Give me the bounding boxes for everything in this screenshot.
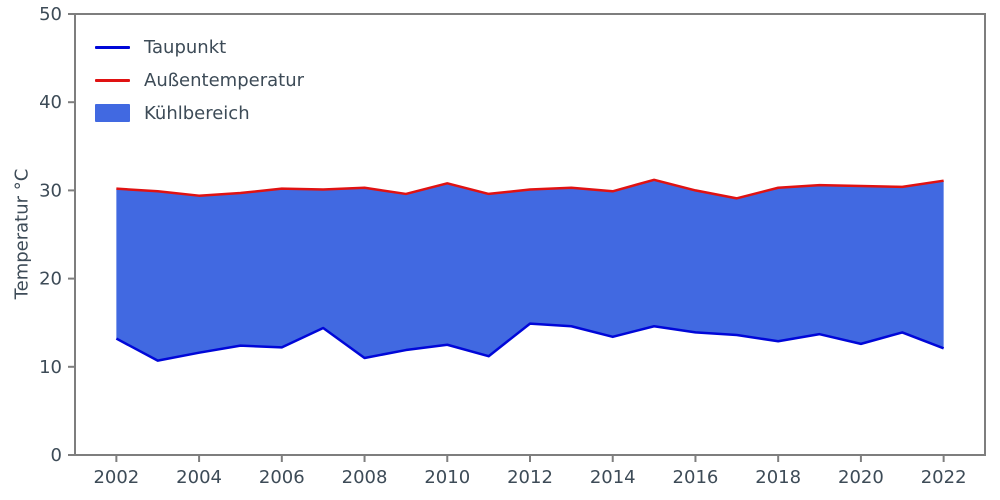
aussentemperatur-line-swatch [95,78,130,82]
taupunkt-line [115,322,945,362]
y-axis-label: Temperatur °C [11,168,33,300]
y-tick-label: 50 [39,4,62,25]
aussentemperatur-line [116,178,944,200]
x-tick-label: 2022 [921,467,967,488]
legend-item-taupunkt: Taupunkt [95,36,304,58]
y-tick-label: 20 [39,269,62,290]
taupunkt-line-swatch [95,45,130,49]
legend-label: Taupunkt [144,36,227,58]
x-tick-label: 2006 [259,467,305,488]
x-tick-label: 2020 [838,467,884,488]
x-tick-label: 2004 [176,467,222,488]
kuehlbereich-area [116,179,944,361]
x-tick-label: 2002 [93,467,139,488]
kuehlbereich-patch-swatch [95,104,130,122]
x-tick-label: 2018 [755,467,801,488]
x-tick-label: 2014 [590,467,636,488]
legend-label: Außentemperatur [144,69,305,91]
y-tick-label: 30 [39,180,62,201]
x-tick-label: 2016 [673,467,719,488]
chart-legend: Taupunkt Außentemperatur Kühlbereich [95,36,304,124]
legend-label: Kühlbereich [144,102,250,124]
x-tick-label: 2010 [424,467,470,488]
legend-item-aussentemperatur: Außentemperatur [95,69,304,91]
legend-item-kuehlbereich: Kühlbereich [95,102,304,124]
y-tick-label: 0 [51,445,62,466]
y-tick-label: 10 [39,357,62,378]
x-tick-label: 2012 [507,467,553,488]
x-tick-label: 2008 [342,467,388,488]
y-tick-label: 40 [39,92,62,113]
